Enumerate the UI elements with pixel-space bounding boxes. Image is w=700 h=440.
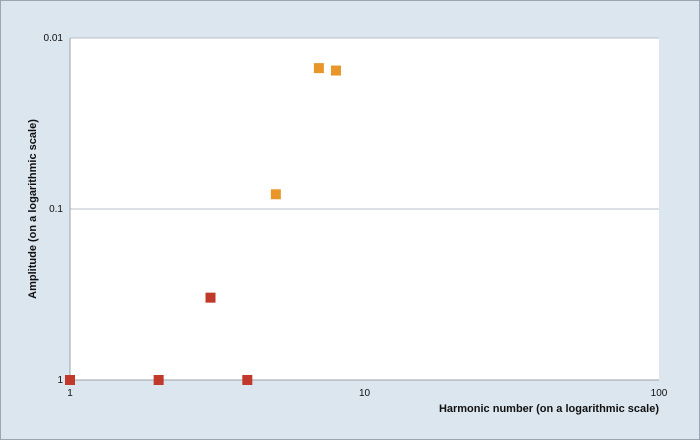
- data-point: [330, 65, 341, 76]
- y-tick-label: 1: [57, 375, 63, 386]
- tick-labels: 0.01 0.1 11 10 100: [44, 33, 668, 399]
- y-tick-label: 0.01: [44, 33, 64, 44]
- data-point: [65, 375, 75, 385]
- data-point: [270, 189, 281, 200]
- data-point: [205, 292, 216, 303]
- x-tick-label: 100: [651, 388, 668, 399]
- data-point: [313, 63, 324, 74]
- x-tick-label: 10: [359, 388, 371, 399]
- y-tick-label: 0.1: [49, 204, 63, 215]
- data-points: [65, 63, 341, 385]
- y-axis-title: Amplitude (on a logarithmic scale): [27, 119, 39, 299]
- x-axis-title: Harmonic number (on a logarithmic scale): [439, 403, 659, 415]
- data-point: [242, 375, 253, 385]
- data-point: [153, 375, 164, 385]
- axes: [69, 38, 659, 381]
- x-tick-label: 1: [67, 388, 73, 399]
